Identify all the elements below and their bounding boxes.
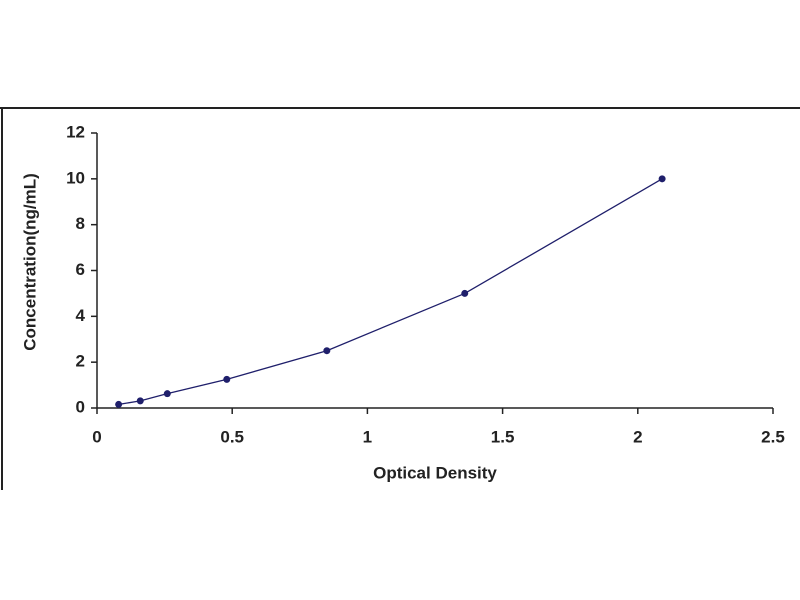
point [658, 175, 666, 183]
y-tick-label: 0 [76, 397, 85, 416]
x-tick-label: 0.5 [220, 427, 244, 446]
point [223, 375, 231, 383]
y-tick-label: 4 [76, 306, 86, 325]
x-axis-label: Optical Density [373, 463, 497, 482]
point [136, 397, 144, 405]
y-tick-label: 2 [76, 352, 85, 371]
curve [118, 178, 663, 406]
x-tick-label: 1.5 [491, 427, 515, 446]
y-tick-label: 8 [76, 214, 85, 233]
y-axis-label: Concentration(ng/mL) [20, 173, 39, 351]
x-tick-label: 2.5 [761, 427, 785, 446]
x-tick-label: 1 [363, 427, 372, 446]
point [163, 390, 171, 398]
point [461, 289, 469, 297]
x-tick-label: 2 [633, 427, 642, 446]
point [115, 400, 123, 408]
y-tick-label: 12 [66, 122, 85, 141]
point [323, 347, 331, 355]
x-tick-label: 0 [92, 427, 101, 446]
y-tick-label: 10 [66, 168, 85, 187]
y-tick-label: 6 [76, 260, 85, 279]
